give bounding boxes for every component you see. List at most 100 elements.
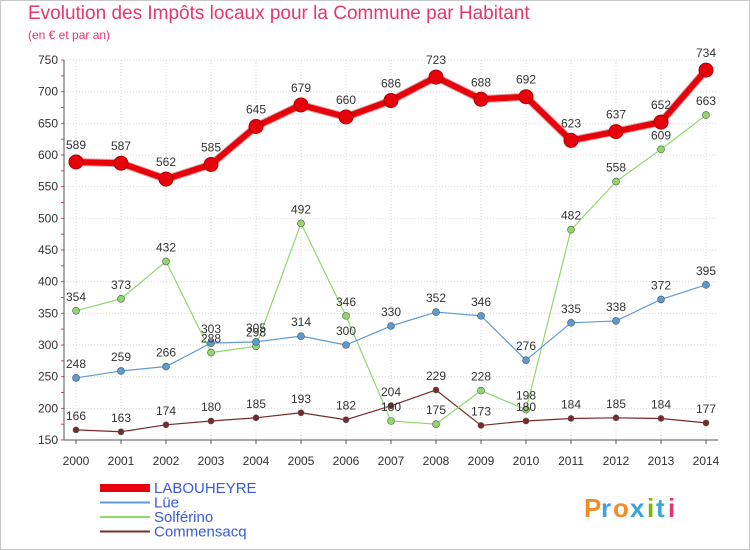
data-label: 173 [471, 404, 491, 418]
series-point [612, 177, 620, 186]
y-tick-label: 300 [38, 338, 58, 352]
logo-letter: t [656, 493, 665, 523]
data-label: 686 [381, 77, 401, 91]
legend-label: Lüe [154, 495, 179, 512]
series-point [252, 414, 260, 422]
series-point [162, 362, 170, 371]
x-tick-label: 2010 [513, 454, 540, 468]
series-point [342, 341, 350, 349]
legend-label: LABOUHEYRE [154, 480, 257, 497]
data-label: 198 [516, 389, 536, 403]
data-label: 180 [381, 400, 401, 414]
y-tick-label: 500 [38, 211, 58, 225]
series-point [477, 422, 485, 429]
data-label: 166 [66, 409, 86, 423]
y-tick-label: 700 [38, 85, 58, 99]
series-point [612, 414, 620, 422]
series-point [297, 409, 305, 417]
x-tick-label: 2011 [558, 454, 584, 468]
y-tick-label: 600 [38, 148, 58, 162]
y-tick-label: 350 [38, 306, 58, 320]
series-point [473, 91, 489, 107]
series-point [383, 93, 399, 109]
x-tick-label: 2005 [288, 454, 315, 468]
data-label: 354 [66, 290, 86, 304]
data-label: 346 [471, 295, 491, 309]
series-point [203, 157, 219, 172]
series-point [162, 421, 170, 429]
data-label: 723 [426, 53, 446, 67]
data-label: 338 [606, 300, 626, 314]
series-point [72, 374, 80, 382]
series-point [297, 332, 305, 340]
series-point [252, 338, 260, 346]
data-label: 180 [516, 400, 536, 414]
x-tick-label: 2008 [423, 454, 450, 468]
series-point [567, 415, 575, 422]
logo-letter: o [613, 493, 629, 523]
data-label: 688 [471, 75, 491, 89]
series-point [117, 294, 125, 303]
series-point [72, 306, 80, 315]
data-label: 276 [516, 339, 536, 353]
data-label: 163 [111, 411, 131, 425]
data-label: 645 [246, 103, 266, 117]
series-point [518, 89, 534, 105]
data-label: 180 [201, 400, 221, 414]
data-label: 623 [561, 116, 581, 130]
series-point [522, 356, 530, 365]
series-point [68, 154, 84, 170]
data-label: 432 [156, 240, 176, 254]
y-tick-label: 200 [38, 401, 58, 415]
data-label: 589 [66, 138, 86, 152]
data-label: 660 [336, 93, 356, 107]
series-point [567, 225, 575, 234]
series-point [207, 417, 215, 425]
data-label: 184 [561, 397, 581, 411]
data-label: 228 [471, 370, 491, 384]
data-label: 663 [696, 94, 716, 108]
series-point [338, 109, 354, 125]
series-point [158, 171, 174, 187]
data-label: 346 [336, 295, 356, 309]
series-point [113, 155, 129, 171]
data-label: 300 [336, 324, 356, 338]
y-tick-label: 250 [38, 370, 58, 384]
y-tick-label: 650 [38, 116, 58, 130]
series-point [342, 416, 350, 424]
series-point [207, 348, 215, 357]
data-label: 229 [426, 369, 446, 383]
series-point [657, 145, 665, 154]
data-label: 372 [651, 278, 671, 292]
data-label: 373 [111, 278, 131, 292]
data-label: 174 [156, 404, 176, 418]
series-point [293, 97, 309, 113]
x-tick-label: 2012 [603, 454, 630, 468]
series-point [653, 114, 669, 130]
data-label: 204 [381, 385, 401, 399]
y-tick-label: 400 [38, 275, 58, 289]
data-label: 492 [291, 202, 311, 216]
y-tick-label: 750 [38, 53, 58, 67]
series-point [72, 426, 80, 434]
data-label: 259 [111, 350, 131, 364]
data-label: 482 [561, 209, 581, 223]
series-point [702, 111, 710, 119]
data-label: 558 [606, 161, 626, 175]
data-label: 193 [291, 392, 311, 406]
series-point [432, 308, 440, 316]
x-tick-label: 2013 [648, 454, 675, 468]
series-point [698, 62, 714, 78]
series-point [428, 69, 444, 85]
logo-letter: i [647, 493, 654, 523]
x-tick-label: 2003 [198, 454, 225, 468]
logo-letter: r [601, 493, 611, 523]
x-tick-label: 2001 [108, 454, 135, 468]
data-label: 175 [426, 403, 446, 417]
series-point [608, 124, 624, 140]
series-point [567, 319, 575, 327]
x-tick-label: 2007 [378, 454, 405, 468]
data-label: 248 [66, 357, 86, 371]
y-tick-label: 150 [38, 433, 58, 447]
